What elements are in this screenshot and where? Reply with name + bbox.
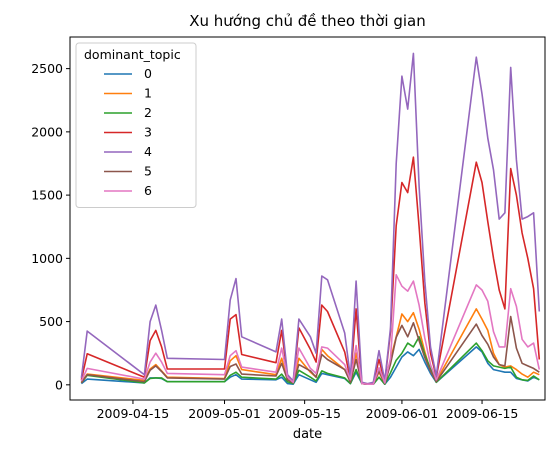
legend-label-1: 1 — [144, 86, 152, 101]
y-tick-label: 1000 — [31, 251, 63, 266]
y-tick-label: 1500 — [31, 188, 63, 203]
x-tick-label: 2009-06-01 — [366, 406, 439, 421]
plot-frame — [69, 36, 546, 401]
x-tick-label: 2009-05-15 — [268, 406, 341, 421]
legend-label-6: 6 — [144, 183, 152, 198]
y-tick-label: 2500 — [31, 61, 63, 76]
x-tick-label: 2009-05-01 — [188, 406, 261, 421]
legend-label-5: 5 — [144, 164, 152, 179]
y-axis: 0 500 1000 1500 2000 2500 — [31, 61, 70, 392]
legend-title: dominant_topic — [84, 47, 181, 62]
x-axis-label: date — [293, 427, 322, 442]
y-tick-label: 0 — [55, 377, 63, 392]
chart-title: Xu hướng chủ đề theo thời gian — [189, 12, 426, 30]
x-tick-label: 2009-06-15 — [446, 406, 519, 421]
series-layer — [80, 52, 541, 386]
x-tick-label: 2009-04-15 — [97, 406, 170, 421]
legend-label-4: 4 — [144, 144, 152, 159]
series-line-6 — [80, 273, 541, 386]
legend: dominant_topic 0 1 2 3 4 5 6 — [75, 42, 197, 208]
y-tick-label: 2000 — [31, 124, 63, 139]
legend-box — [75, 42, 197, 208]
legend-label-2: 2 — [144, 105, 152, 120]
legend-label-3: 3 — [144, 125, 152, 140]
legend-label-0: 0 — [144, 66, 152, 81]
y-tick-label: 500 — [39, 314, 63, 329]
x-axis: 2009-04-15 2009-05-01 2009-05-15 2009-06-01… — [97, 400, 519, 421]
